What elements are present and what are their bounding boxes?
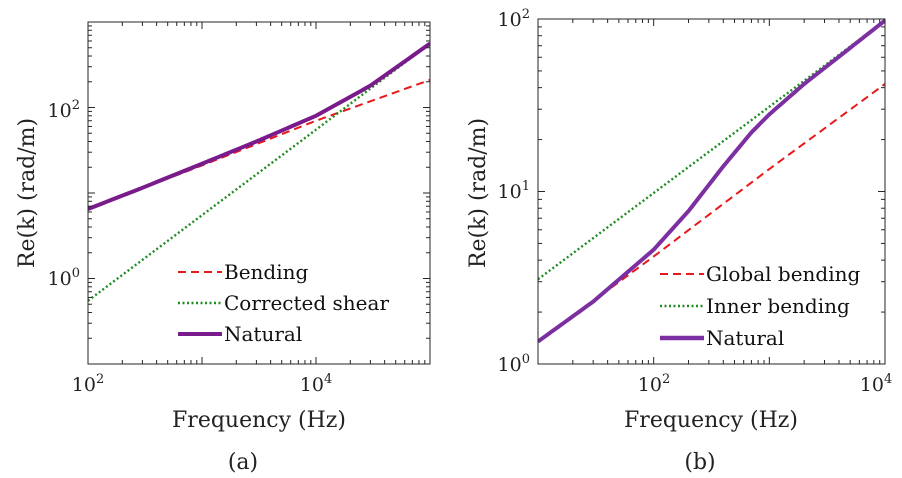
y-tick-label-b-2: 102 [498, 7, 530, 31]
caption-a: (a) [228, 450, 258, 475]
legend-label-natural-b: Natural [706, 326, 784, 350]
x-axis-label-a: Frequency (Hz) [172, 408, 346, 433]
y-tick-label-b-1: 101 [498, 179, 530, 203]
legend-b: Global bending Inner bending Natural [660, 262, 860, 350]
panel-b: 102 104 100 101 102 Frequency (Hz) Re(k)… [466, 7, 892, 475]
legend-label-bending: Bending [224, 260, 308, 284]
y-tick-label-a-1: 102 [48, 98, 80, 122]
series-line-bending [88, 79, 430, 210]
caption-b: (b) [684, 450, 715, 475]
y-tick-label-a-0: 100 [48, 266, 80, 290]
plot-frame-a [87, 21, 431, 365]
plot-area-a [88, 22, 430, 364]
x-tick-label-b-0: 102 [638, 372, 670, 396]
x-tick-label-b-1: 104 [860, 372, 892, 396]
series-line-corrected-shear [88, 42, 430, 302]
legend-label-global-bending: Global bending [706, 262, 860, 286]
plot-area-b [538, 19, 885, 364]
plot-frame-b [537, 18, 886, 365]
y-axis-label-b: Re(k) (rad/m) [466, 118, 491, 268]
plot-lines-a [88, 41, 430, 302]
legend-label-natural-a: Natural [224, 322, 302, 346]
x-tick-label-a-0: 102 [72, 372, 104, 396]
panel-a: 102 104 100 102 Frequency (Hz) Re(k) (ra… [15, 21, 431, 475]
legend-label-corrected-shear: Corrected shear [224, 291, 389, 315]
legend-label-inner-bending: Inner bending [706, 294, 850, 318]
series-line-natural [88, 41, 430, 211]
plot-lines-b [538, 19, 885, 344]
y-axis-label-a: Re(k) (rad/m) [15, 118, 40, 268]
legend-a: Bending Corrected shear Natural [178, 260, 389, 346]
x-tick-label-a-1: 104 [300, 372, 332, 396]
series-line-natural [538, 19, 885, 344]
x-axis-label-b: Frequency (Hz) [624, 408, 798, 433]
y-tick-label-b-0: 100 [498, 352, 530, 376]
